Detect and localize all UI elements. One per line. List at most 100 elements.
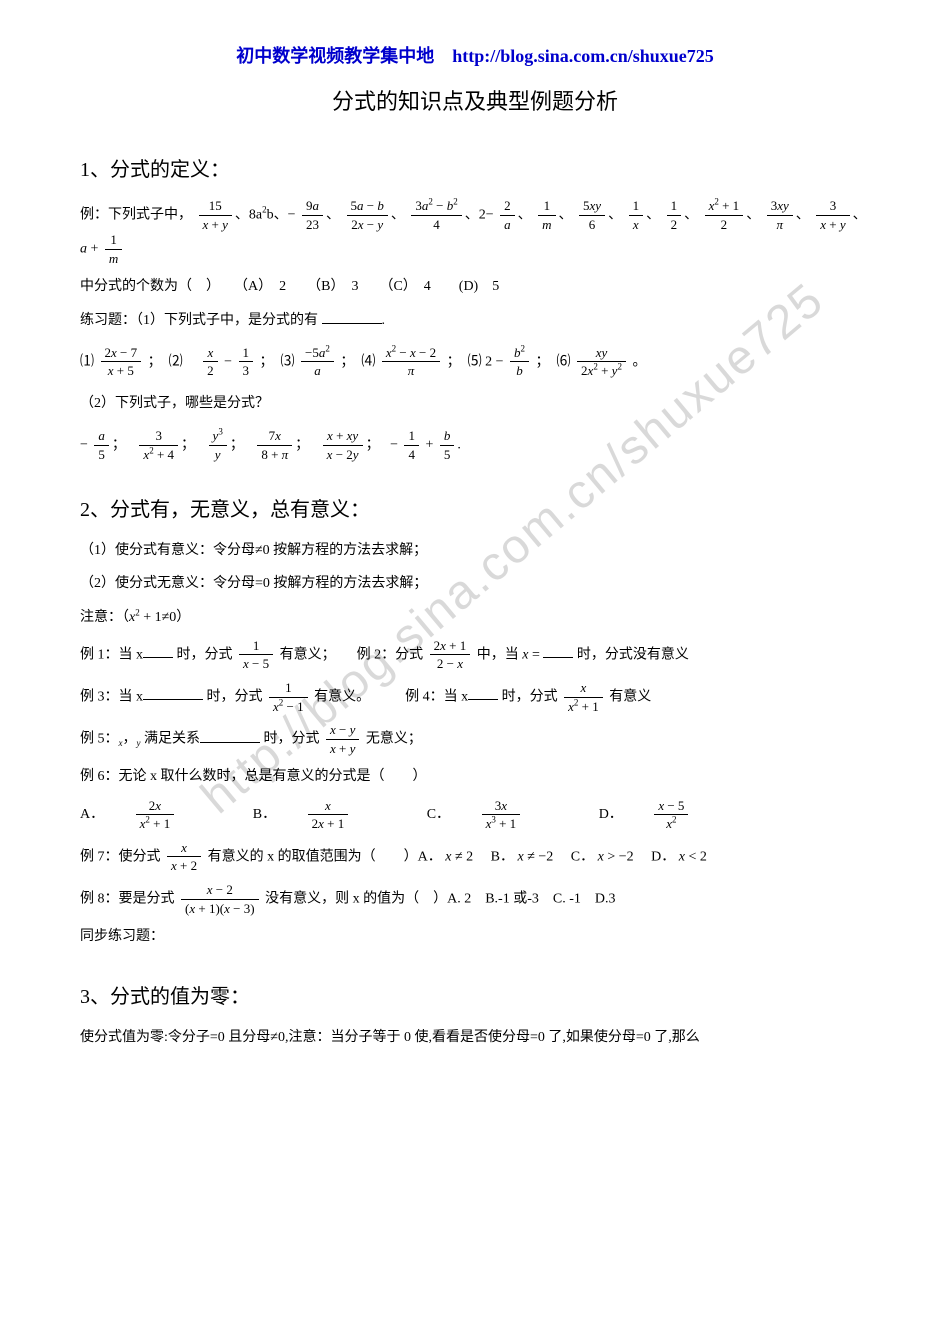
opt-b: B． (253, 807, 276, 822)
example-1-opts: 中分式的个数为（ ） （A） 2 （B） 3 （C） 4 (D) 5 (80, 274, 870, 299)
frac: y3y (209, 428, 227, 462)
opt-a: A． (80, 807, 104, 822)
practice-1: 练习题：（1）下列式子中，是分式的有 . (80, 308, 870, 333)
frac: b2b (510, 345, 529, 379)
sync-practice: 同步练习题： (80, 924, 870, 949)
text: ≠0） (162, 610, 191, 625)
frac: x − 2(x + 1)(x − 3) (181, 882, 259, 916)
example-8: 例 8：要是分式 x − 2(x + 1)(x − 3) 没有意义，则 x 的值… (80, 882, 870, 916)
text: 例 7：使分式 (80, 849, 161, 864)
blank (143, 643, 173, 658)
frac: 3a2 − b24 (411, 198, 461, 232)
example-5: 例 5：x，y 满足关系 时，分式 x − yx + y 无意义； (80, 722, 870, 756)
s3-line1: 使分式值为零:令分子=0 且分母≠0,注意：当分子等于 0 使,看看是否使分母=… (80, 1025, 870, 1050)
example-1: 例：下列式子中， 15x + y、8a2b、− 9a23、 5a − b2x −… (80, 198, 870, 266)
frac: x2 + 12 (705, 198, 744, 232)
text: 例 8：要是分式 (80, 891, 175, 906)
text: 时，分式没有意义 (577, 647, 689, 662)
text: 例 1：当 x (80, 647, 143, 662)
example-6-opts: A． 2xx2 + 1 B． x2x + 1 C． 3xx3 + 1 D． x … (80, 798, 870, 832)
text: 练习题：（1）下列式子中，是分式的有 (80, 313, 318, 328)
text: ； ⑷ (340, 354, 375, 369)
section-2-heading: 2、分式有，无意义，总有意义： (80, 492, 870, 528)
text: ⑴ (80, 354, 94, 369)
header-link: 初中数学视频教学集中地 http://blog.sina.com.cn/shux… (80, 40, 870, 72)
practice-2-items: − a5； 3x2 + 4； y3y； 7x8 + π； x + xyx − 2… (80, 428, 870, 462)
frac: 3xyπ (767, 198, 793, 232)
frac: x − 5x2 (654, 798, 713, 832)
text: ； ⑹ (536, 354, 571, 369)
text: 。 (632, 354, 646, 369)
text: 没有意义，则 x 的值为（ ）A. 2 B.-1 或-3 C. -1 D.3 (265, 891, 615, 906)
frac: 2x + 12 − x (430, 638, 471, 672)
text: 例 5： (80, 732, 119, 747)
text: ； ⑵ (148, 354, 197, 369)
frac: 5xy6 (579, 198, 605, 232)
opt-c: C． (427, 807, 450, 822)
s2-line1: （1）使分式有意义：令分母≠0 按解方程的方法去求解； (80, 538, 870, 563)
blank (143, 685, 203, 700)
example-7: 例 7：使分式 xx + 2 有意义的 x 的取值范围为（ ）A． x ≠ 2 … (80, 840, 870, 874)
frac: 13 (239, 345, 254, 379)
frac: x2 (203, 345, 218, 379)
frac: 3xx3 + 1 (482, 798, 546, 832)
frac: 5a − b2x − y (347, 198, 388, 232)
text: C． (557, 849, 594, 864)
frac: 7x8 + π (257, 428, 292, 462)
text: 注意：（ (80, 610, 129, 625)
blank (200, 728, 260, 743)
frac: 1m (105, 232, 122, 266)
text: 时，分式 (207, 689, 263, 704)
frac: 3x2 + 4 (139, 428, 178, 462)
frac: x2x + 1 (308, 798, 374, 832)
text: D． (637, 849, 675, 864)
frac: 1x (629, 198, 644, 232)
text: 时，分式 (177, 647, 233, 662)
frac: x + xyx − 2y (323, 428, 363, 462)
frac: 9a23 (302, 198, 323, 232)
example-6: 例 6：无论 x 取什么数时，总是有意义的分式是（ ） (80, 764, 870, 789)
frac: 15x + y (199, 198, 232, 232)
frac: x2 − x − 2π (382, 345, 440, 379)
practice-2: （2）下列式子，哪些是分式？ (80, 391, 870, 416)
text: 例：下列式子中， (80, 207, 192, 222)
opt-d: D． (599, 807, 623, 822)
example-1-2: 例 1：当 x 时，分式 1x − 5 有意义； 例 2：分式 2x + 12 … (80, 638, 870, 672)
s2-line2: （2）使分式无意义：令分母=0 按解方程的方法去求解； (80, 571, 870, 596)
s2-note: 注意：（x2 + 1≠0） (80, 605, 870, 630)
section-1-heading: 1、分式的定义： (80, 152, 870, 188)
frac: xx2 + 1 (564, 680, 603, 714)
text: 有意义 (609, 689, 651, 704)
frac: 3x + y (816, 198, 849, 232)
frac: xx + 2 (167, 840, 201, 874)
frac: 12 (667, 198, 682, 232)
text: 例 3：当 x (80, 689, 143, 704)
frac: 2xx2 + 1 (136, 798, 200, 832)
text: ； ⑸ (447, 354, 482, 369)
frac: 14 (404, 428, 419, 462)
text: 时，分式 (264, 732, 320, 747)
frac: x − yx + y (326, 722, 359, 756)
text: 中，当 (477, 647, 519, 662)
frac: 2a (500, 198, 515, 232)
example-3-4: 例 3：当 x 时，分式 1x2 − 1 有意义。 例 4：当 x 时，分式 x… (80, 680, 870, 714)
frac: xy2x2 + y2 (577, 345, 626, 379)
text: 满足关系 (144, 732, 200, 747)
frac: 1m (538, 198, 555, 232)
frac: a5 (94, 428, 109, 462)
practice-1-items: ⑴ 2x − 7x + 5 ； ⑵ x2 − 13 ； ⑶ −5a2a ； ⑷ … (80, 345, 870, 379)
text: 有意义。 例 4：当 x (314, 689, 468, 704)
text: 有意义； 例 2：分式 (280, 647, 424, 662)
text: 无意义； (366, 732, 422, 747)
text: 有意义的 x 的取值范围为（ ）A． (208, 849, 442, 864)
frac: 1x − 5 (239, 638, 273, 672)
blank (322, 309, 382, 324)
text: B． (477, 849, 514, 864)
frac: −5a2a (301, 345, 334, 379)
text: 时，分式 (502, 689, 558, 704)
frac: 2x − 7x + 5 (101, 345, 142, 379)
frac: b5 (440, 428, 455, 462)
section-3-heading: 3、分式的值为零： (80, 979, 870, 1015)
page-title: 分式的知识点及典型例题分析 (80, 82, 870, 122)
frac: 1x2 − 1 (269, 680, 308, 714)
